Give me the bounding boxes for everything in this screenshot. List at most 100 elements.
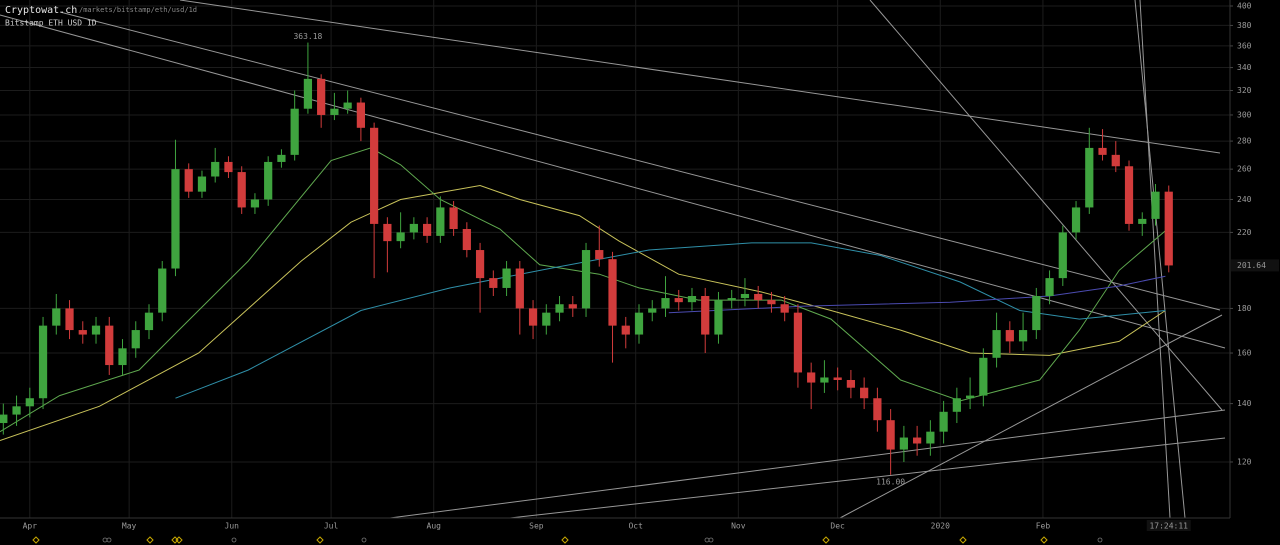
event-marker <box>106 537 112 543</box>
candle-body <box>873 398 882 421</box>
candle-body <box>727 298 736 301</box>
market-path: /markets/bitstamp/eth/usd/1d <box>79 6 197 14</box>
candle-body <box>621 325 630 335</box>
candle-body <box>833 377 842 381</box>
trendline <box>179 0 1221 154</box>
candle-body <box>171 169 180 269</box>
candle-body <box>290 108 299 155</box>
trendline <box>869 0 1223 411</box>
moving-average <box>668 275 1166 314</box>
candle-body <box>12 406 21 415</box>
y-tick-label: 340 <box>1237 63 1252 72</box>
candle-body <box>277 154 286 162</box>
trendline <box>59 11 1221 311</box>
candle-body <box>475 250 485 279</box>
candle-body <box>264 161 273 200</box>
candle-body <box>1032 296 1041 331</box>
candle-body <box>1071 207 1081 233</box>
candle-body <box>886 420 895 450</box>
candle-body <box>1151 191 1160 219</box>
candle-body <box>211 161 220 177</box>
y-tick-label: 320 <box>1237 86 1252 95</box>
event-markers-grey <box>102 537 1103 543</box>
candle-body <box>674 298 683 303</box>
candle-body <box>303 78 313 109</box>
candle-body <box>754 293 763 301</box>
moving-average <box>175 242 1166 399</box>
x-tick-label: Aug <box>427 522 442 531</box>
candle-body <box>1045 278 1054 297</box>
candle-body <box>1058 232 1067 279</box>
candle-body <box>52 308 61 326</box>
x-tick-label: Jul <box>324 522 339 531</box>
countdown: 17:24:11 <box>1149 522 1188 531</box>
candle-body <box>568 304 577 309</box>
candle-body <box>0 414 8 424</box>
candle-body <box>78 330 87 335</box>
candle-body <box>581 250 591 309</box>
candle-body <box>608 259 617 326</box>
event-marker <box>959 536 967 544</box>
candle-body <box>158 268 167 313</box>
event-marker <box>561 536 569 544</box>
event-marker <box>361 537 367 543</box>
candle-body <box>330 108 339 115</box>
candle-body <box>462 228 471 251</box>
candle-body <box>409 223 418 233</box>
candle-body <box>595 250 604 260</box>
event-markers <box>32 536 1048 544</box>
candle-body <box>436 207 445 236</box>
event-marker <box>32 536 40 544</box>
extreme-label: 116.00 <box>876 477 905 486</box>
candle-body <box>555 304 564 313</box>
chart-title: Bitstamp ETH USD 1D <box>5 19 97 28</box>
trendline <box>839 314 1223 519</box>
candle-body <box>926 431 935 444</box>
candle-body <box>449 207 458 229</box>
candle-body <box>144 312 154 331</box>
candle-body <box>224 161 233 173</box>
candle-body <box>846 380 856 388</box>
candle-body <box>952 398 961 412</box>
candle-body <box>515 268 524 309</box>
x-tick-label: 2020 <box>931 522 950 531</box>
candle-body <box>489 278 498 288</box>
event-marker <box>231 537 237 543</box>
site-name: Cryptowat.ch <box>5 5 77 16</box>
trendline <box>1134 0 1186 519</box>
candle-body <box>317 78 326 115</box>
last-price-label: 201.64 <box>1237 261 1266 270</box>
candle-body <box>131 330 140 349</box>
candle-body <box>1138 218 1147 224</box>
y-tick-label: 300 <box>1237 110 1252 119</box>
y-tick-label: 120 <box>1237 457 1252 466</box>
candle-body <box>542 312 551 326</box>
y-tick-label: 180 <box>1237 304 1252 313</box>
candle-body <box>740 293 750 299</box>
y-tick-label: 160 <box>1237 349 1252 358</box>
candle-body <box>528 308 538 326</box>
candle-body <box>1085 147 1094 208</box>
candle-body <box>396 232 405 242</box>
grid <box>0 0 1230 518</box>
candle-body <box>701 296 710 335</box>
candle-body <box>979 357 988 396</box>
candle-body <box>197 176 207 192</box>
candle-body <box>502 268 511 288</box>
y-tick-label: 400 <box>1237 2 1252 11</box>
candle-body <box>237 172 246 208</box>
y-tick-label: 220 <box>1237 228 1252 237</box>
candle-body <box>1018 330 1028 342</box>
y-tick-label: 140 <box>1237 399 1252 408</box>
moving-average <box>0 147 1166 433</box>
trendline <box>389 409 1226 519</box>
candle-body <box>91 325 101 335</box>
y-tick-label: 240 <box>1237 195 1252 204</box>
x-tick-label: Nov <box>731 522 746 531</box>
candle-body <box>714 300 723 335</box>
last-price-box <box>1231 259 1279 272</box>
trendlines <box>0 0 1226 519</box>
